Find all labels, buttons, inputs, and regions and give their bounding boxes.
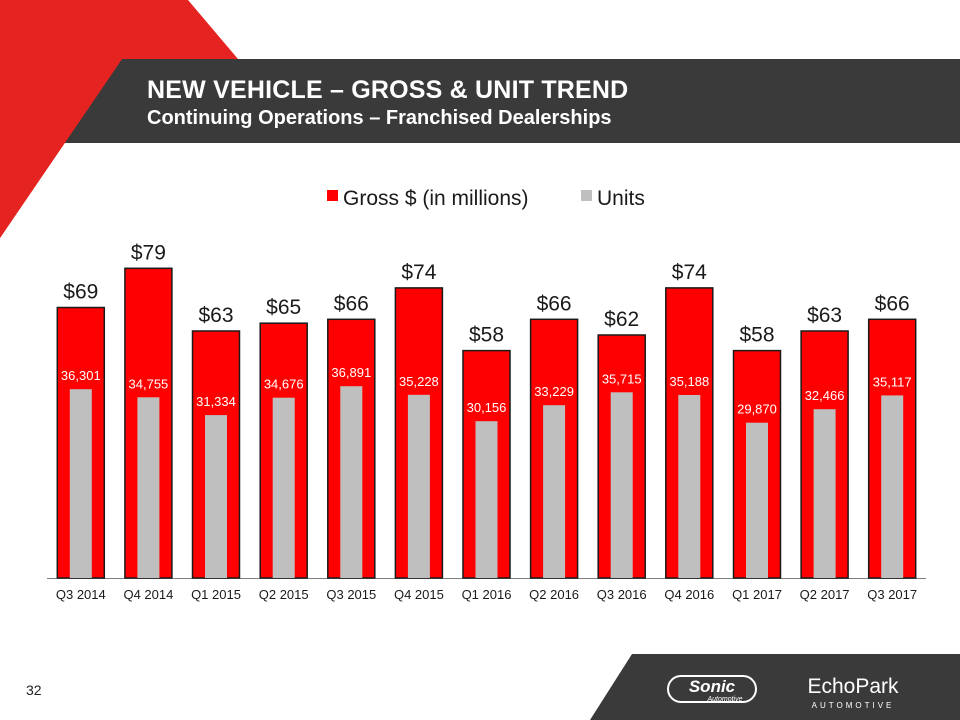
- x-tick-label: Q3 2017: [867, 587, 917, 602]
- units-bar: [137, 397, 160, 578]
- units-data-label: 30,156: [467, 400, 507, 415]
- units-data-label: 35,117: [873, 374, 912, 389]
- x-tick-label: Q4 2014: [123, 587, 173, 602]
- x-tick-label: Q1 2016: [462, 587, 512, 602]
- units-bar: [678, 395, 701, 578]
- echopark-logo-text: EchoPark: [807, 675, 899, 698]
- units-data-label: 33,229: [534, 384, 574, 399]
- units-data-label: 32,466: [805, 388, 845, 403]
- units-bar: [746, 422, 768, 578]
- units-data-label: 34,755: [129, 376, 169, 391]
- x-tick-label: Q1 2017: [732, 587, 782, 602]
- x-tick-label: Q3 2015: [326, 587, 376, 602]
- echopark-logo-subtext: AUTOMOTIVE: [812, 701, 895, 710]
- gross-data-label: $66: [334, 292, 369, 315]
- units-bar: [340, 386, 363, 578]
- units-data-label: 35,228: [399, 374, 439, 389]
- gross-data-label: $63: [807, 304, 842, 327]
- page-number: 32: [26, 682, 42, 698]
- units-bar: [475, 421, 498, 578]
- gross-data-label: $58: [739, 324, 774, 347]
- x-tick-label: Q2 2016: [529, 587, 579, 602]
- gross-data-label: $65: [266, 296, 301, 319]
- units-data-label: 29,870: [737, 402, 777, 417]
- units-data-label: 34,676: [264, 377, 304, 392]
- header-red-accent-dark: [0, 59, 122, 238]
- legend-label-gross: Gross $ (in millions): [343, 187, 529, 210]
- legend-label-units: Units: [597, 187, 645, 210]
- x-tick-label: Q4 2016: [664, 587, 714, 602]
- sonic-logo-subtext: Automotive: [706, 696, 742, 703]
- units-data-label: 35,715: [602, 371, 642, 386]
- chart-plot-area: $69 36,301 Q3 2014 $79 34,755 Q4 2014 $63 31,33…: [47, 241, 926, 602]
- gross-data-label: $58: [469, 324, 504, 347]
- gross-data-label: $63: [198, 304, 233, 327]
- chart-legend: Gross $ (in millions) Units: [327, 187, 645, 210]
- echopark-logo: EchoPark AUTOMOTIVE: [807, 675, 899, 710]
- units-bar: [610, 392, 633, 578]
- units-bar: [205, 415, 227, 578]
- sonic-logo-text: Sonic: [689, 677, 736, 696]
- units-data-label: 36,301: [61, 368, 101, 383]
- x-tick-label: Q2 2017: [800, 587, 850, 602]
- slide-title: NEW VEHICLE – GROSS & UNIT TREND: [147, 76, 629, 104]
- units-bar: [407, 394, 430, 578]
- sonic-logo: Sonic Automotive: [667, 675, 757, 703]
- x-tick-label: Q3 2014: [56, 587, 106, 602]
- x-tick-label: Q2 2015: [259, 587, 309, 602]
- legend-swatch-units: [581, 190, 592, 201]
- units-bar: [881, 395, 904, 578]
- legend-swatch-gross: [327, 190, 338, 201]
- units-data-label: 31,334: [196, 394, 236, 409]
- units-data-label: 36,891: [331, 365, 371, 380]
- header-red-accent: [0, 0, 238, 238]
- units-bar: [543, 405, 566, 578]
- units-bar: [272, 397, 295, 578]
- gross-data-label: $62: [604, 308, 639, 331]
- gross-data-label: $74: [401, 261, 436, 284]
- footer-bar: [590, 654, 960, 720]
- gross-data-label: $69: [63, 281, 98, 304]
- header-bar: [0, 59, 960, 143]
- slide-subtitle: Continuing Operations – Franchised Deale…: [147, 107, 612, 129]
- gross-data-label: $79: [131, 241, 166, 264]
- gross-data-label: $66: [537, 292, 572, 315]
- x-tick-label: Q3 2016: [597, 587, 647, 602]
- x-tick-label: Q4 2015: [394, 587, 444, 602]
- gross-data-label: $74: [672, 261, 707, 284]
- units-bar: [69, 389, 92, 578]
- x-tick-label: Q1 2015: [191, 587, 241, 602]
- units-data-label: 35,188: [669, 374, 709, 389]
- gross-data-label: $66: [875, 292, 910, 315]
- units-bar: [813, 409, 836, 578]
